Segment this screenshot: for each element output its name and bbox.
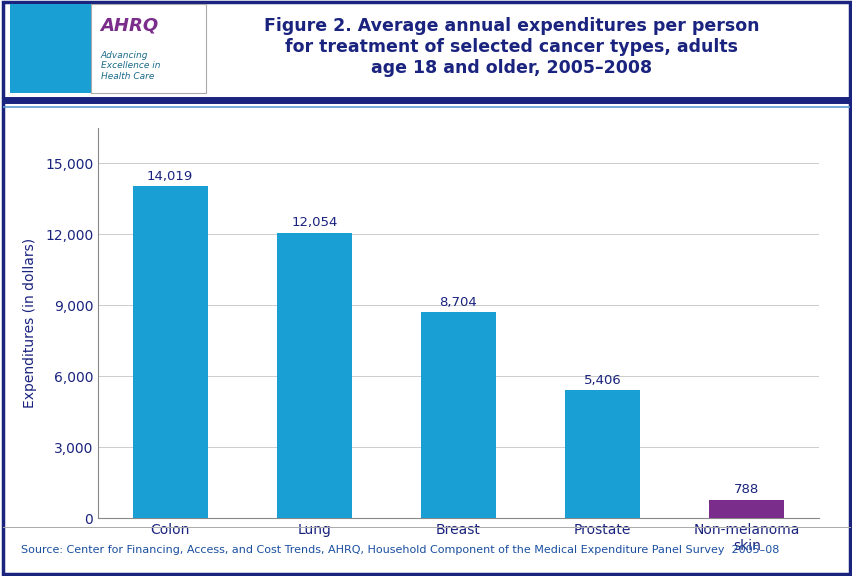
Bar — [277, 233, 351, 518]
Bar — [565, 391, 639, 518]
Bar — [421, 312, 495, 518]
Text: 8,704: 8,704 — [439, 295, 477, 309]
Text: 14,019: 14,019 — [147, 170, 193, 183]
Text: 5,406: 5,406 — [583, 374, 621, 387]
Text: Source: Center for Financing, Access, and Cost Trends, AHRQ, Household Component: Source: Center for Financing, Access, an… — [21, 545, 779, 555]
Text: Advancing
Excellence in
Health Care: Advancing Excellence in Health Care — [101, 51, 160, 81]
Text: 12,054: 12,054 — [291, 217, 337, 229]
Bar — [133, 187, 207, 518]
Bar — [709, 500, 783, 518]
Text: Figure 2. Average annual expenditures per person
for treatment of selected cance: Figure 2. Average annual expenditures pe… — [264, 17, 758, 77]
Text: 788: 788 — [734, 483, 758, 496]
Text: AHRQ: AHRQ — [101, 16, 158, 34]
Y-axis label: Expenditures (in dollars): Expenditures (in dollars) — [23, 238, 37, 408]
